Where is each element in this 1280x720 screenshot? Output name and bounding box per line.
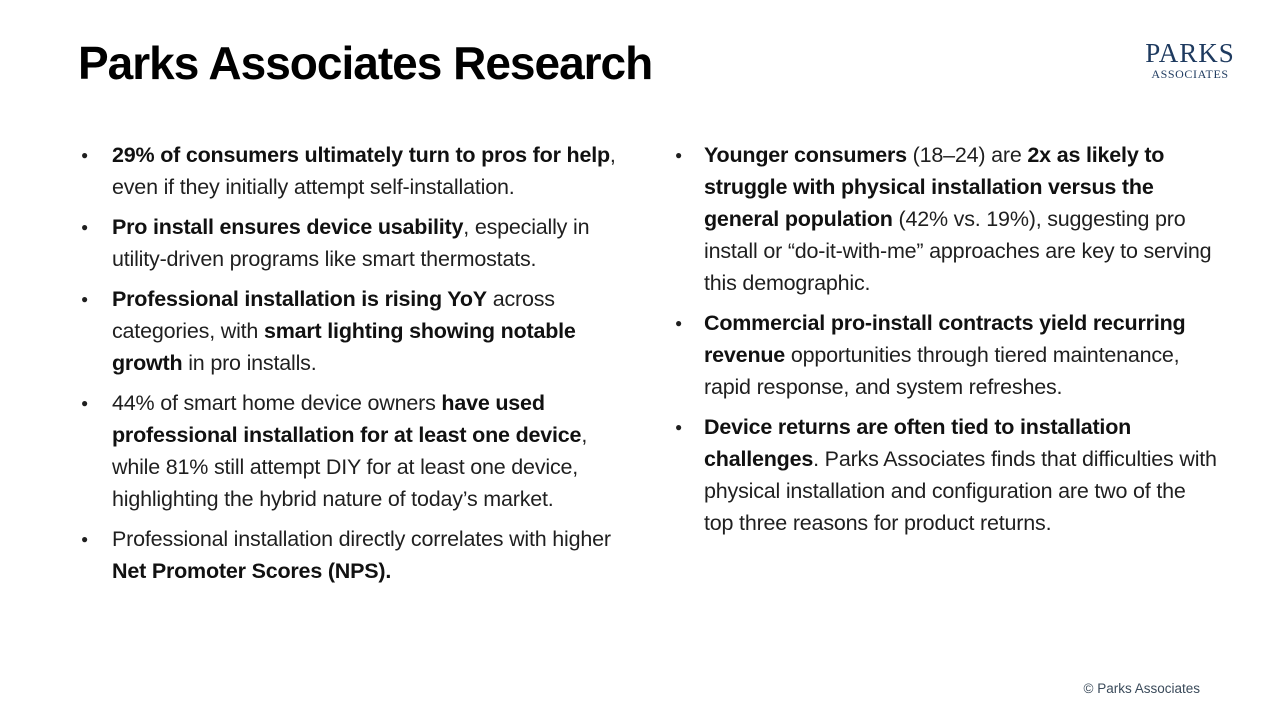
bullet-item: ● Professional installation is rising YoY…	[78, 283, 634, 379]
bullet-icon: ●	[81, 220, 89, 234]
bullet-icon: ●	[675, 316, 683, 330]
bullet-icon: ●	[81, 396, 89, 410]
bullet-list-right: ● Younger consumers (18–24) are 2x as lik…	[672, 139, 1217, 595]
bullet-item: ● 29% of consumers ultimately turn to pro…	[78, 139, 634, 203]
bullet-item: ● Pro install ensures device usability, e…	[78, 211, 634, 275]
copyright-notice: © Parks Associates	[1083, 681, 1201, 696]
bullet-text: Younger consumers (18–24) are 2x as like…	[704, 143, 1212, 295]
bullet-item: ● 44% of smart home device owners have us…	[78, 387, 634, 515]
bullet-text: Professional installation is rising YoY …	[112, 287, 576, 375]
logo-wordmark-associates: ASSOCIATES	[1151, 67, 1229, 81]
bullet-item: ● Younger consumers (18–24) are 2x as lik…	[672, 139, 1217, 299]
bullet-icon: ●	[675, 148, 683, 162]
bullet-text: 29% of consumers ultimately turn to pros…	[112, 143, 616, 199]
logo-wordmark-parks: PARKS	[1145, 38, 1235, 68]
bullet-text: 44% of smart home device owners have use…	[112, 391, 588, 511]
bullet-text: Professional installation directly corre…	[112, 527, 611, 583]
bullet-text: Commercial pro-install contracts yield r…	[704, 311, 1186, 399]
page-title: Parks Associates Research	[78, 37, 653, 89]
bullet-text: Pro install ensures device usability, es…	[112, 215, 590, 271]
bullet-icon: ●	[81, 532, 89, 546]
bullet-icon: ●	[81, 148, 89, 162]
parks-associates-logo: PARKS ASSOCIATES	[1142, 40, 1238, 81]
bullet-icon: ●	[675, 420, 683, 434]
bullet-item: ● Professional installation directly corr…	[78, 523, 634, 587]
bullet-text: Device returns are often tied to install…	[704, 415, 1217, 535]
bullet-columns: ● 29% of consumers ultimately turn to pro…	[78, 139, 1240, 595]
bullet-list-left: ● 29% of consumers ultimately turn to pro…	[78, 139, 634, 595]
bullet-icon: ●	[81, 292, 89, 306]
bullet-item: ● Device returns are often tied to instal…	[672, 411, 1217, 539]
bullet-item: ● Commercial pro-install contracts yield …	[672, 307, 1217, 403]
